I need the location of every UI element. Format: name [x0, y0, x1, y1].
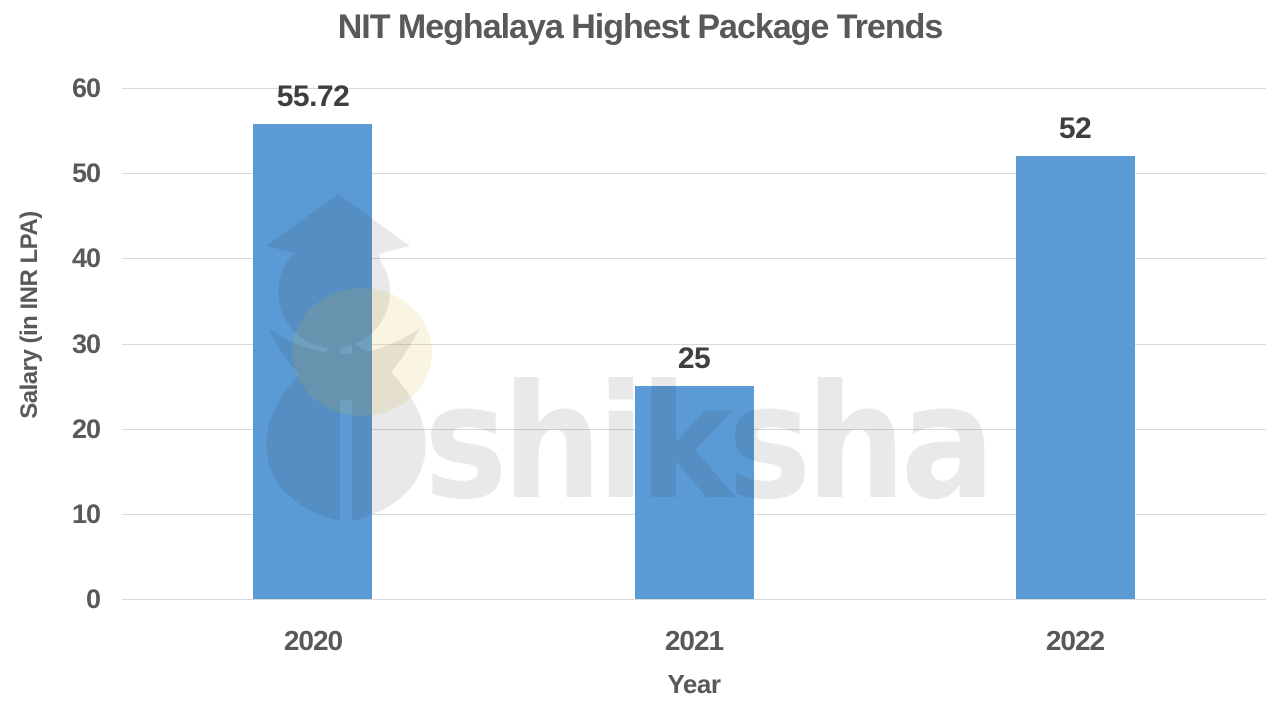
bar-2021 [635, 386, 754, 599]
gridline-0 [122, 599, 1266, 600]
x-axis-title: Year [667, 669, 721, 699]
value-label-2022: 52 [1058, 112, 1092, 145]
x-tick-label-2021: 2021 [664, 625, 724, 656]
gridline-30 [122, 344, 1266, 345]
gridline-50 [122, 173, 1266, 174]
y-tick-label-60: 60 [71, 73, 101, 103]
y-tick-label-40: 40 [71, 243, 101, 273]
y-tick-label-50: 50 [71, 158, 101, 188]
y-tick-label-30: 30 [71, 329, 101, 359]
y-tick-label-20: 20 [71, 414, 101, 444]
y-tick-label-0: 0 [85, 584, 101, 614]
bar-2020 [253, 124, 372, 599]
value-label-2021: 25 [677, 342, 711, 375]
bar-2022 [1016, 156, 1135, 599]
value-label-2020: 55.72 [276, 80, 350, 113]
x-tick-label-2020: 2020 [283, 625, 343, 656]
chart-title: NIT Meghalaya Highest Package Trends [337, 8, 944, 46]
y-tick-label-10: 10 [71, 499, 101, 529]
gridline-60 [122, 88, 1266, 89]
gridline-40 [122, 258, 1266, 259]
x-tick-label-2022: 2022 [1045, 625, 1105, 656]
